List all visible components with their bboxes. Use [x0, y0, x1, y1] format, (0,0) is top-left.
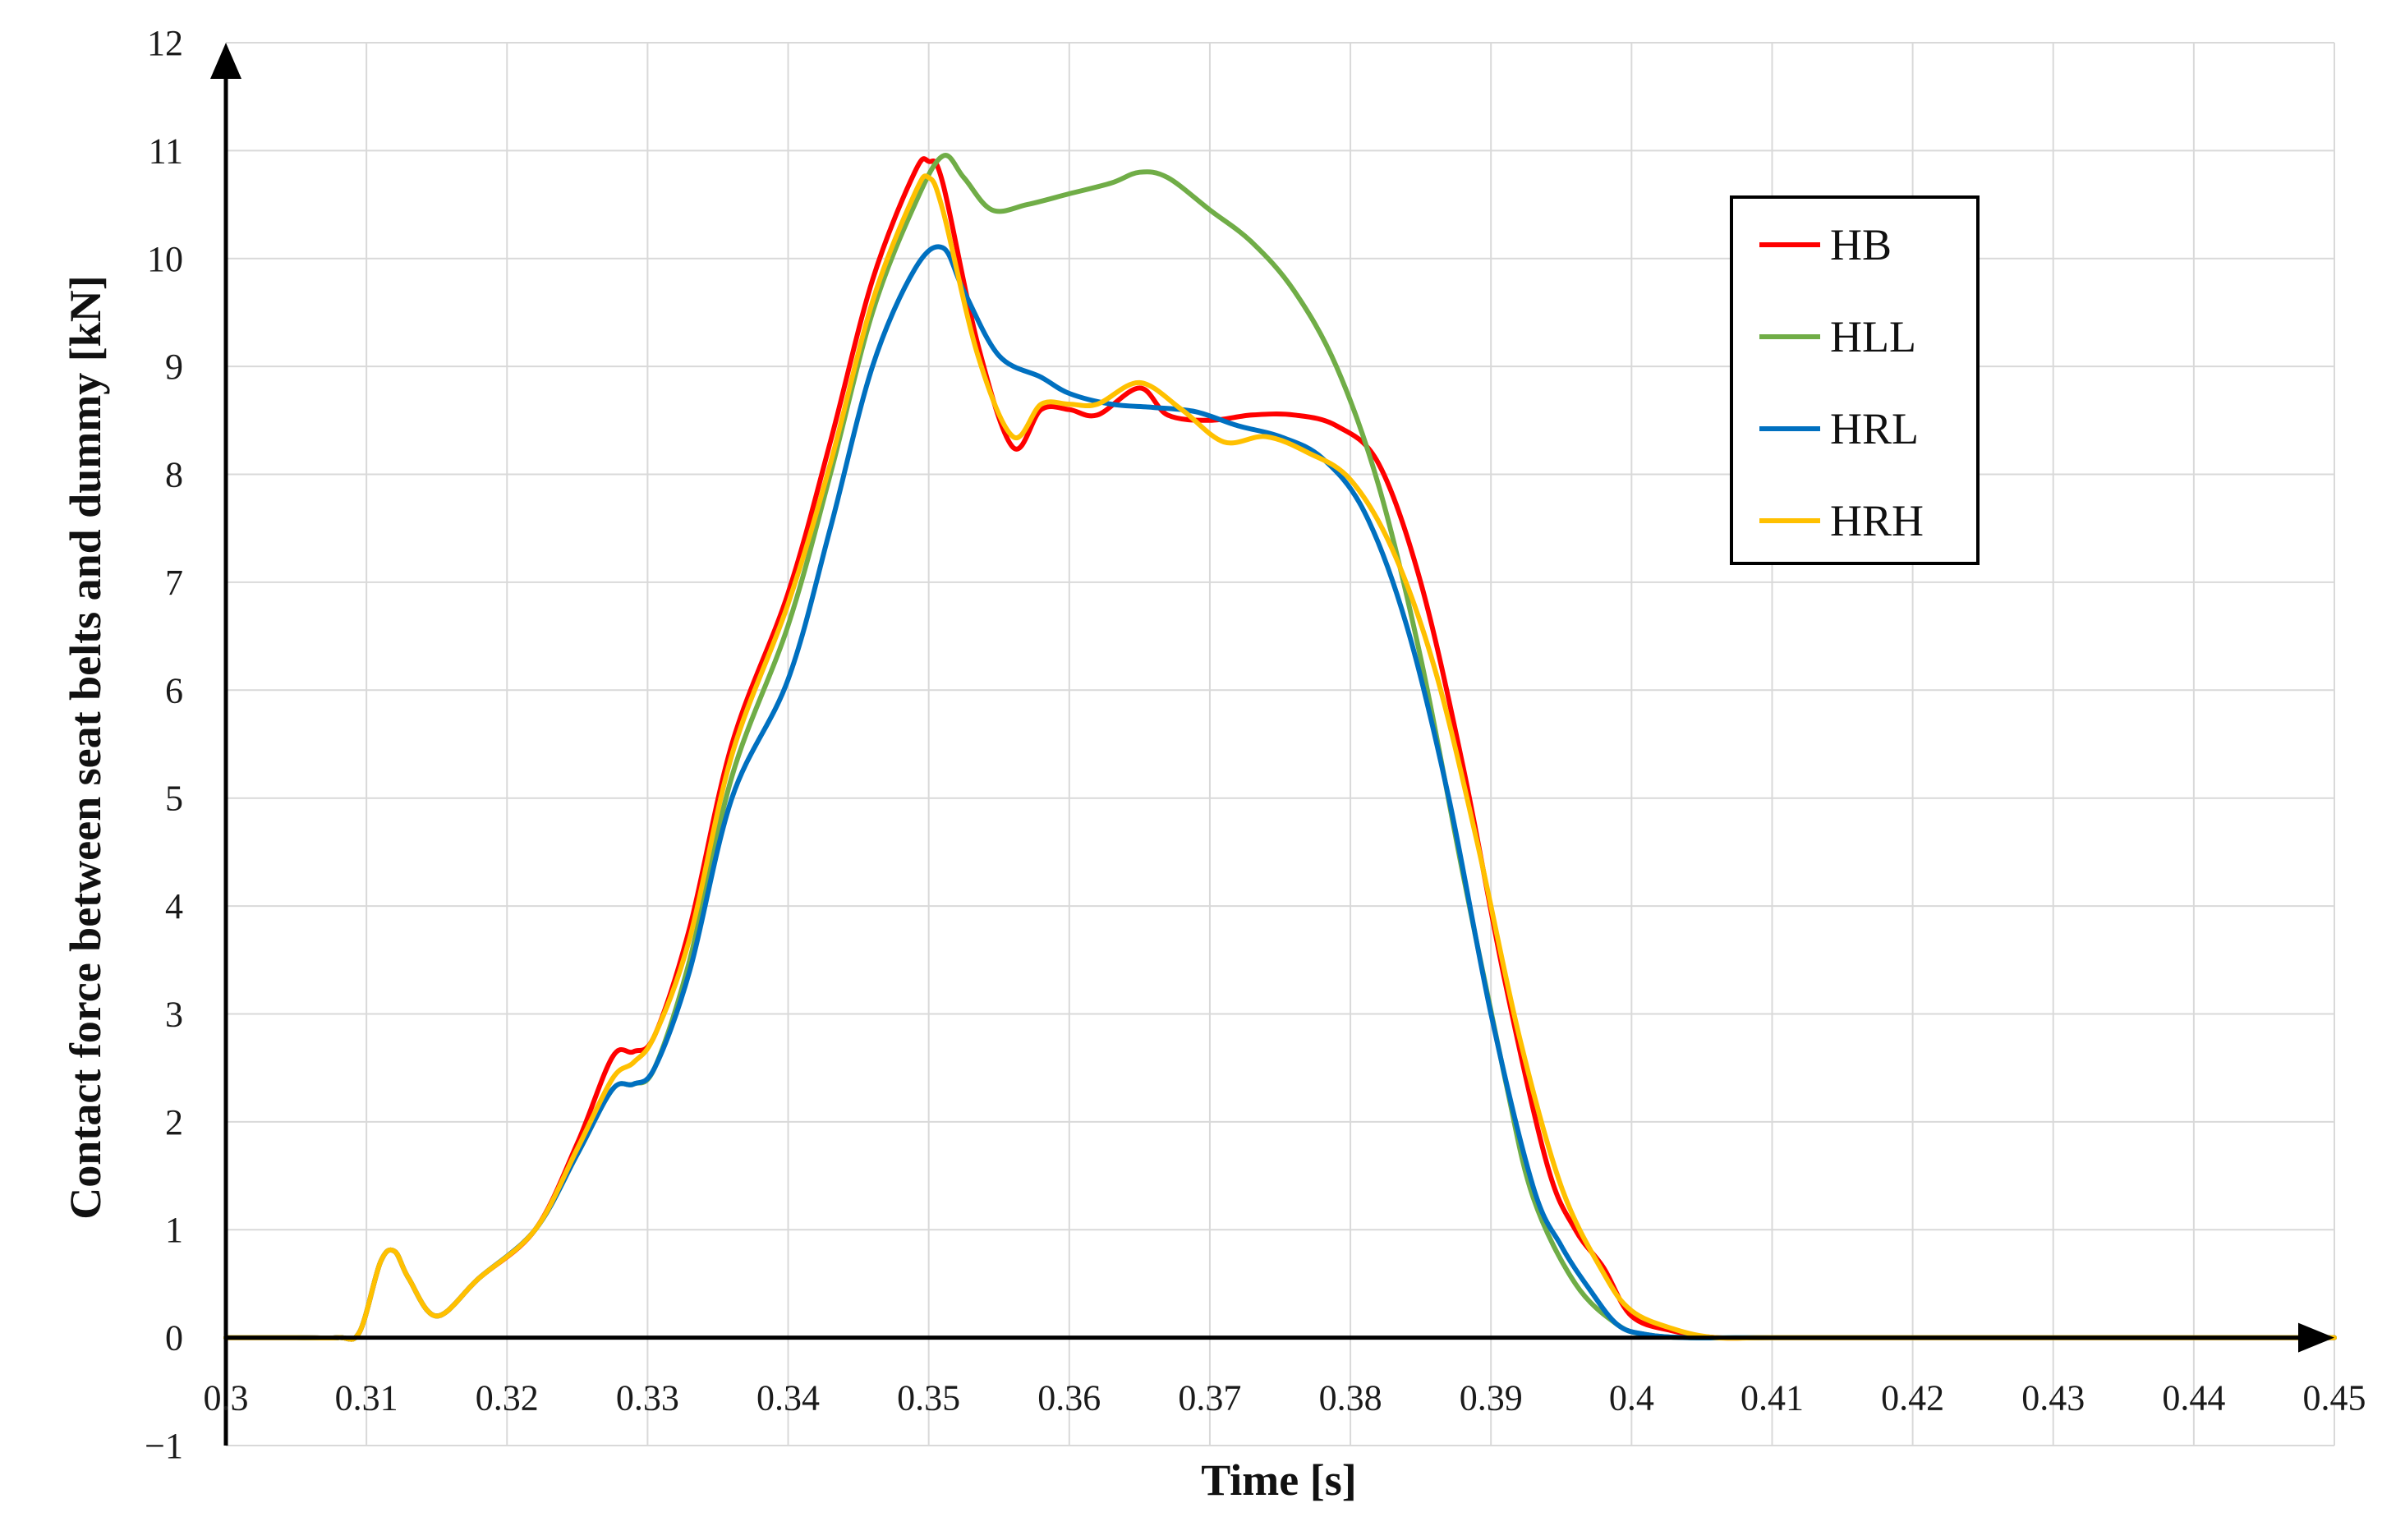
x-tick-label: 0.34 [756, 1378, 820, 1418]
y-tick-label: 4 [165, 886, 183, 926]
y-tick-label: 6 [165, 670, 183, 710]
series-line-hrl [223, 244, 2337, 1342]
y-tick-label: 10 [147, 239, 183, 279]
y-tick-label: 0 [165, 1318, 183, 1358]
y-tick-label: 11 [149, 131, 183, 171]
y-axis-arrow [210, 43, 241, 79]
series-line-hll [223, 153, 2337, 1342]
x-axis-tick-labels: 0.3 0.31 0.32 0.33 0.34 0.35 0.36 0.37 0.38 0.39 0… [204, 1378, 2366, 1418]
y-tick-label: 2 [165, 1102, 183, 1142]
x-tick-label: 0.38 [1319, 1378, 1382, 1418]
x-tick-label: 0.3 [204, 1378, 249, 1418]
legend-label-hll: HLL [1830, 312, 1916, 361]
y-tick-label: 5 [165, 779, 183, 819]
y-axis-title: Contact force between seat belts and dum… [61, 275, 110, 1219]
y-tick-label: 12 [147, 23, 183, 63]
x-tick-label: 0.45 [2303, 1378, 2366, 1418]
y-tick-label: 8 [165, 455, 183, 495]
legend-label-hrh: HRH [1830, 496, 1924, 545]
x-tick-label: 0.4 [1609, 1378, 1654, 1418]
series-line-hrh [223, 173, 2337, 1342]
axes [210, 43, 2334, 1446]
y-tick-label: 7 [165, 563, 183, 603]
x-axis-arrow [2298, 1322, 2334, 1353]
x-tick-label: 0.44 [2162, 1378, 2225, 1418]
legend: HB HLL HRL HRH [1730, 195, 1980, 565]
x-tick-label: 0.37 [1178, 1378, 1241, 1418]
series-lines [223, 153, 2337, 1342]
legend-box [1730, 195, 1980, 565]
x-tick-label: 0.39 [1460, 1378, 1523, 1418]
x-tick-label: 0.33 [616, 1378, 679, 1418]
legend-items: HB HLL HRL HRH [1759, 220, 1924, 545]
legend-label-hb: HB [1830, 220, 1892, 269]
y-tick-label: 9 [165, 347, 183, 387]
y-tick-label: 3 [165, 994, 183, 1034]
legend-label-hrl: HRL [1830, 404, 1919, 453]
x-tick-label: 0.36 [1037, 1378, 1101, 1418]
series-line-hb [223, 156, 2337, 1342]
x-tick-label: 0.41 [1741, 1378, 1804, 1418]
x-tick-label: 0.32 [476, 1378, 539, 1418]
y-tick-label: −1 [145, 1426, 183, 1466]
x-tick-label: 0.42 [1881, 1378, 1944, 1418]
x-tick-label: 0.31 [335, 1378, 398, 1418]
x-tick-label: 0.35 [897, 1378, 960, 1418]
x-tick-label: 0.43 [2021, 1378, 2085, 1418]
y-tick-label: 1 [165, 1210, 183, 1250]
x-axis-title: Time [s] [1201, 1455, 1356, 1505]
grid-lines [226, 42, 2335, 1446]
